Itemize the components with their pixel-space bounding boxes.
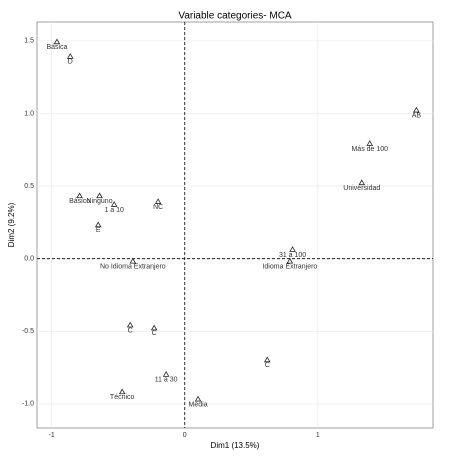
point-label: D <box>68 59 73 66</box>
point <box>366 140 374 146</box>
point <box>162 371 170 377</box>
point-label: E <box>96 227 101 234</box>
x-tick-label: 1 <box>316 432 320 439</box>
point <box>76 192 83 199</box>
point <box>53 38 61 45</box>
x-axis-title: Dim1 (13.5%) <box>211 441 260 450</box>
plot-panel <box>36 21 434 429</box>
y-tick-label: -0.5 <box>22 328 34 335</box>
point-label: C <box>152 330 157 337</box>
point <box>94 221 102 228</box>
point-label: Básica <box>46 44 67 51</box>
point-label: C <box>265 362 270 369</box>
chart-title: Variable categories- MCA <box>178 11 292 22</box>
point-label: Media <box>189 401 208 408</box>
point <box>286 257 294 264</box>
y-tick-label: 0.5 <box>24 183 34 190</box>
point-label: No Idioma Extranjero <box>100 263 166 270</box>
point-label: 1 a 10 <box>104 207 124 214</box>
point <box>150 324 158 331</box>
point-label: Idioma Extranjero <box>262 263 317 270</box>
point-label: Universidad <box>343 185 380 192</box>
point-label: NC <box>153 204 163 211</box>
point <box>96 192 103 199</box>
y-tick-label: 1.0 <box>24 110 34 117</box>
y-tick-label: 1.5 <box>24 38 34 45</box>
point <box>118 388 126 395</box>
point-label: Técnico <box>110 394 135 401</box>
x-tick-label: 0 <box>183 432 187 439</box>
y-tick-label: 0.0 <box>24 256 34 263</box>
point-label: C <box>128 327 133 334</box>
point <box>154 198 162 204</box>
point <box>129 257 137 264</box>
point-label: 31 a 100 <box>279 252 306 259</box>
point <box>194 395 202 402</box>
point-label: 11 a 30 <box>155 377 178 384</box>
point <box>66 53 74 59</box>
point <box>263 356 271 363</box>
y-axis-title: Dim2 (9.2%) <box>7 202 16 247</box>
point-label: Ninguno <box>87 198 113 205</box>
point <box>358 179 366 186</box>
y-tick-label: -1.0 <box>22 401 34 408</box>
point <box>289 246 296 252</box>
point-label: Más de 100 <box>351 146 388 153</box>
x-tick-label: -1 <box>49 432 55 439</box>
point-label: AB <box>412 112 422 119</box>
point <box>413 106 420 113</box>
point <box>126 321 134 328</box>
point <box>110 201 118 207</box>
point-label: Básico <box>69 198 90 205</box>
